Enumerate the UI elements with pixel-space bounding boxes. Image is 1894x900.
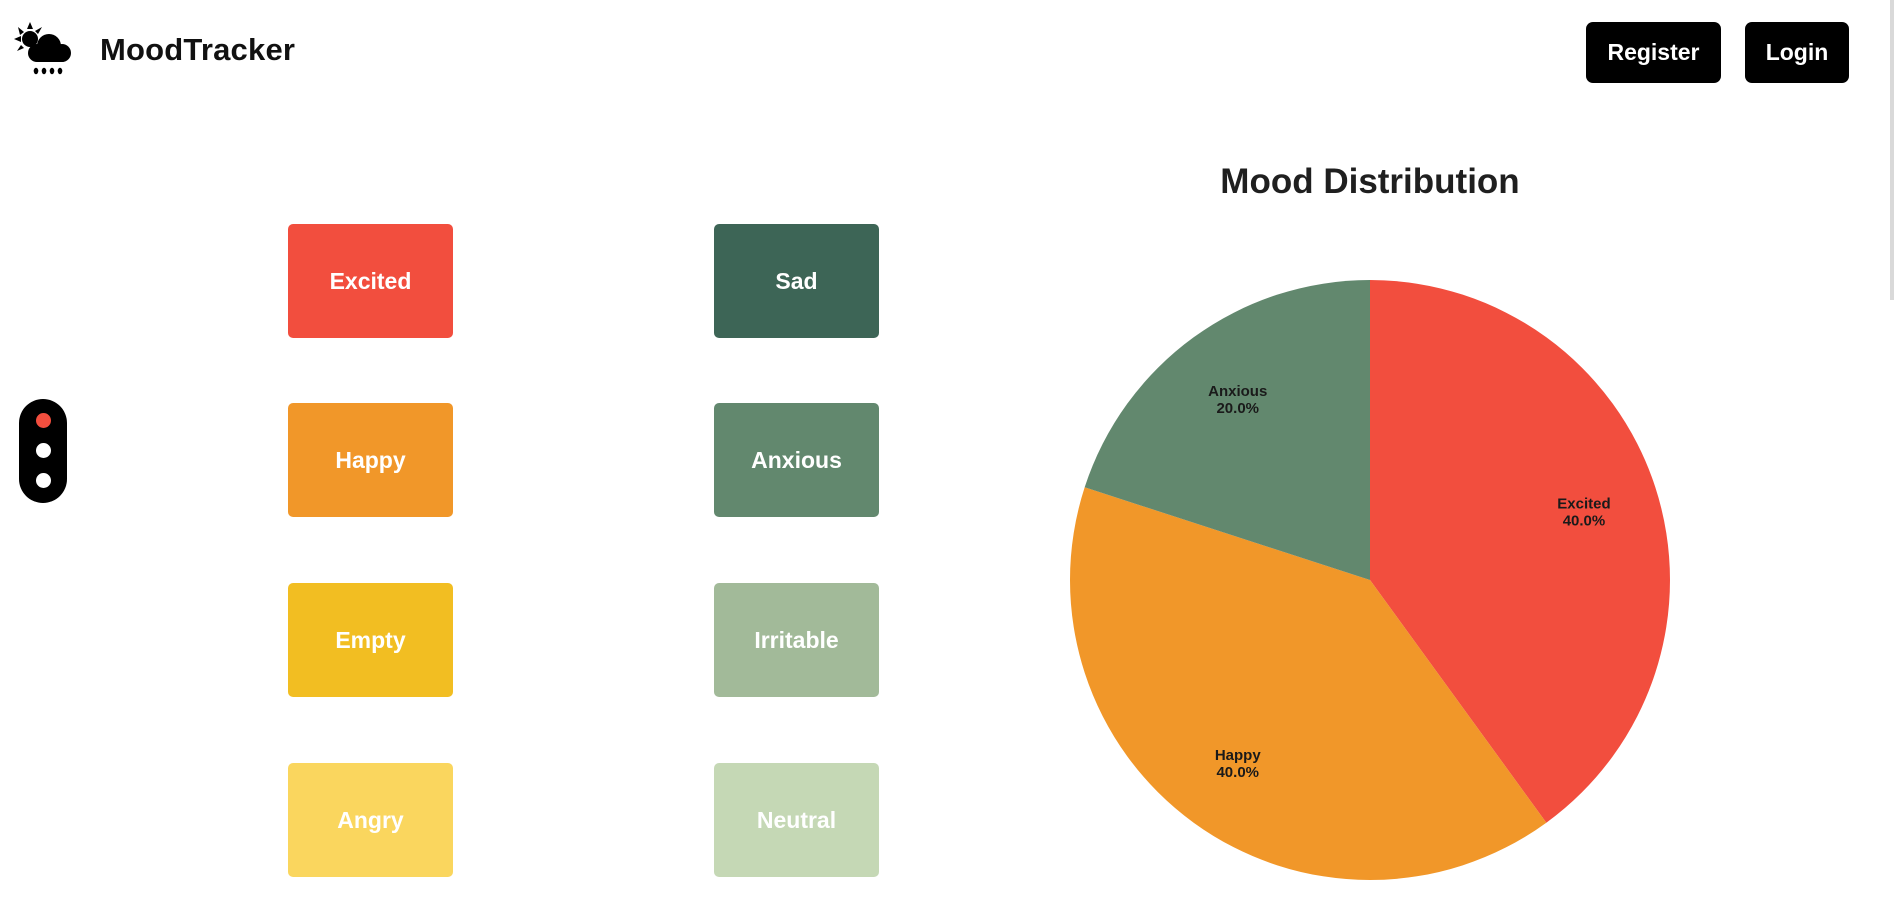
pie-label-anxious: Anxious [1208, 383, 1267, 400]
chart-title: Mood Distribution [1220, 162, 1520, 201]
theme-option-2[interactable] [36, 443, 51, 458]
mood-tile-neutral[interactable]: Neutral [714, 763, 879, 877]
app-title: MoodTracker [100, 32, 296, 67]
mood-tile-happy[interactable]: Happy [288, 403, 453, 517]
login-button[interactable]: Login [1745, 22, 1849, 83]
theme-option-1[interactable] [36, 413, 51, 428]
scrollbar[interactable] [1890, 0, 1894, 300]
mood-tile-empty[interactable]: Empty [288, 583, 453, 697]
mood-tile-angry[interactable]: Angry [288, 763, 453, 877]
mood-tile-anxious[interactable]: Anxious [714, 403, 879, 517]
theme-option-3[interactable] [36, 473, 51, 488]
sun-cloud-rain-icon [14, 22, 71, 75]
auth-buttons: Register Login [1586, 22, 1849, 83]
pie-slice-excited[interactable] [1370, 280, 1670, 823]
brand[interactable]: MoodTracker [12, 22, 295, 78]
theme-toggle [19, 399, 67, 503]
pie-slice-anxious[interactable] [1084, 280, 1370, 580]
pie-slice-happy[interactable] [1070, 487, 1547, 881]
register-button[interactable]: Register [1586, 22, 1721, 83]
pie-label-happy: Happy [1215, 747, 1262, 764]
mood-tile-sad[interactable]: Sad [714, 224, 879, 338]
pie-label-excited: Excited [1557, 495, 1610, 512]
pie-value-excited: 40.0% [1563, 512, 1606, 529]
mood-tile-excited[interactable]: Excited [288, 224, 453, 338]
mood-tile-irritable[interactable]: Irritable [714, 583, 879, 697]
pie-value-happy: 40.0% [1216, 764, 1259, 781]
pie-value-anxious: 20.0% [1216, 400, 1259, 417]
